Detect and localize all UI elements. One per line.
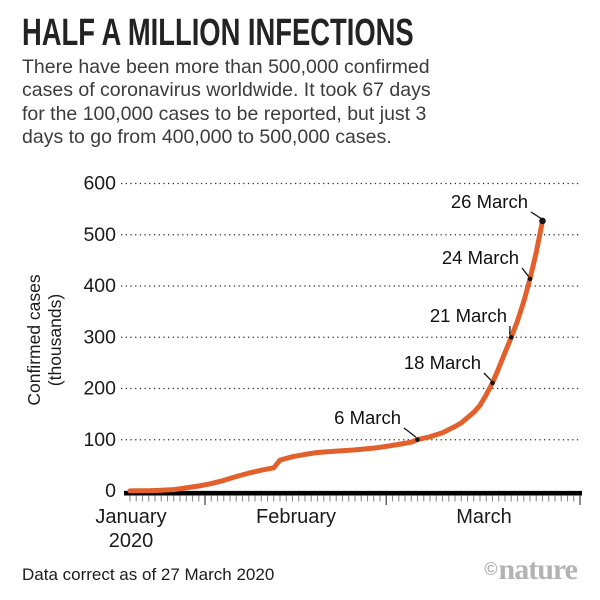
y-tick-label: 400 — [83, 275, 116, 297]
source-note: Data correct as of 27 March 2020 — [22, 565, 275, 584]
cases-line — [127, 218, 545, 494]
annotation-dot — [490, 380, 495, 386]
subtitle-line: cases of coronavirus worldwide. It took … — [22, 79, 431, 102]
copyright-mark: © — [484, 559, 498, 579]
page-title: HALF A MILLION INFECTIONS — [22, 12, 414, 54]
y-tick-label: 600 — [83, 173, 116, 195]
x-year-label: 2020 — [109, 530, 154, 552]
x-month-label: February — [256, 506, 336, 528]
subtitle-line: for the 100,000 cases to be reported, bu… — [22, 102, 427, 125]
y-tick-label: 300 — [83, 326, 116, 348]
x-month-label: March — [456, 506, 512, 528]
annotation-label: 26 March — [451, 191, 528, 212]
subtitle-line: There have been more than 500,000 confir… — [22, 56, 430, 78]
nature-logo: ©nature — [484, 553, 578, 587]
line-end-dot — [539, 217, 546, 225]
annotation-dot — [508, 334, 514, 340]
annotation-label: 21 March — [430, 305, 507, 326]
y-tick-label: 200 — [83, 378, 116, 400]
y-tick-label: 100 — [83, 429, 116, 451]
subtitle-line: days to go from 400,000 to 500,000 cases… — [22, 126, 392, 149]
y-tick-label: 500 — [83, 224, 116, 246]
annotation-label: 24 March — [442, 247, 519, 268]
annotation-dot — [527, 276, 533, 282]
annotation-dot — [415, 437, 420, 442]
annotation-leader — [530, 211, 542, 219]
annotation-leader — [403, 427, 417, 438]
annotation-leader — [521, 267, 530, 277]
subtitle: There have been more than 500,000 confir… — [22, 56, 431, 150]
nature-wordmark: nature — [498, 553, 578, 586]
x-month-label: January — [95, 506, 166, 528]
annotation-label: 6 March — [334, 407, 401, 428]
annotation-label: 18 March — [404, 352, 481, 373]
y-tick-label: 0 — [105, 480, 116, 502]
annotation-leader — [483, 372, 492, 381]
